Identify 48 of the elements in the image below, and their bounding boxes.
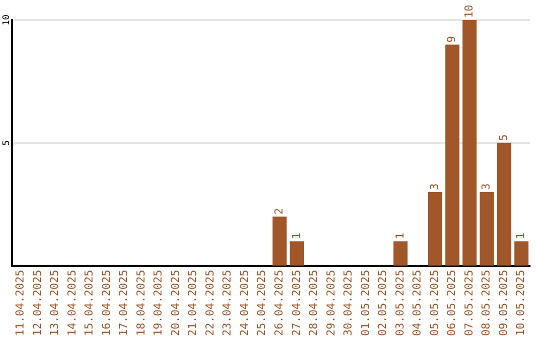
x-tick-label: 09.05.2025 — [496, 270, 510, 336]
x-tick-label: 17.04.2025 — [117, 270, 130, 336]
x-tick-label: 02.05.2025 — [376, 270, 390, 336]
x-tick-label: 24.04.2025 — [238, 270, 251, 336]
x-tick-label: 10.05.2025 — [514, 270, 528, 336]
data-label: 1 — [514, 232, 528, 240]
x-tick-label: 13.04.2025 — [48, 270, 62, 336]
data-label: 3 — [428, 183, 441, 190]
bar — [497, 142, 512, 266]
data-label: 2 — [272, 208, 286, 215]
x-tick-label: 06.05.2025 — [445, 270, 458, 336]
bar — [462, 20, 477, 266]
x-tick-label: 18.04.2025 — [134, 270, 148, 336]
data-label: 1 — [290, 232, 303, 240]
x-tick-label: 11.04.2025 — [13, 270, 26, 336]
x-tick-label: 01.05.2025 — [358, 270, 372, 336]
x-tick-label: 25.04.2025 — [255, 270, 268, 336]
x-tick-label: 29.04.2025 — [324, 270, 338, 336]
bar — [480, 192, 494, 266]
x-tick-label: 05.05.2025 — [428, 270, 441, 336]
data-label: 10 — [462, 4, 476, 18]
x-tick-label: 30.04.2025 — [342, 270, 355, 336]
x-tick-label: 21.04.2025 — [186, 270, 200, 336]
bar — [272, 216, 287, 266]
bar — [445, 44, 460, 266]
data-label: 9 — [445, 36, 458, 43]
data-label: 5 — [496, 134, 510, 141]
x-tick-label: 27.04.2025 — [290, 270, 303, 336]
x-tick-label: 03.05.2025 — [393, 270, 406, 336]
x-tick-label: 22.04.2025 — [203, 270, 216, 336]
x-tick-label: 20.04.2025 — [168, 270, 182, 336]
x-tick-label: 14.04.2025 — [65, 270, 78, 336]
x-tick-label: 15.04.2025 — [82, 270, 96, 336]
x-tick-label: 04.05.2025 — [410, 270, 424, 336]
x-tick-label: 28.04.2025 — [307, 270, 320, 336]
x-tick-label: 26.04.2025 — [272, 270, 286, 336]
x-tick-label: 16.04.2025 — [100, 270, 113, 336]
bar — [514, 241, 528, 266]
bar — [428, 192, 442, 266]
bar — [290, 241, 304, 266]
bar — [393, 241, 408, 266]
x-tick-label: 23.04.2025 — [220, 270, 234, 336]
data-label: 1 — [393, 232, 406, 240]
x-tick-label: 19.04.2025 — [152, 270, 165, 336]
x-tick-label: 12.04.2025 — [30, 270, 44, 336]
x-tick-label: 07.05.2025 — [462, 270, 476, 336]
data-label: 3 — [480, 183, 493, 190]
x-tick-label: 08.05.2025 — [480, 270, 493, 336]
